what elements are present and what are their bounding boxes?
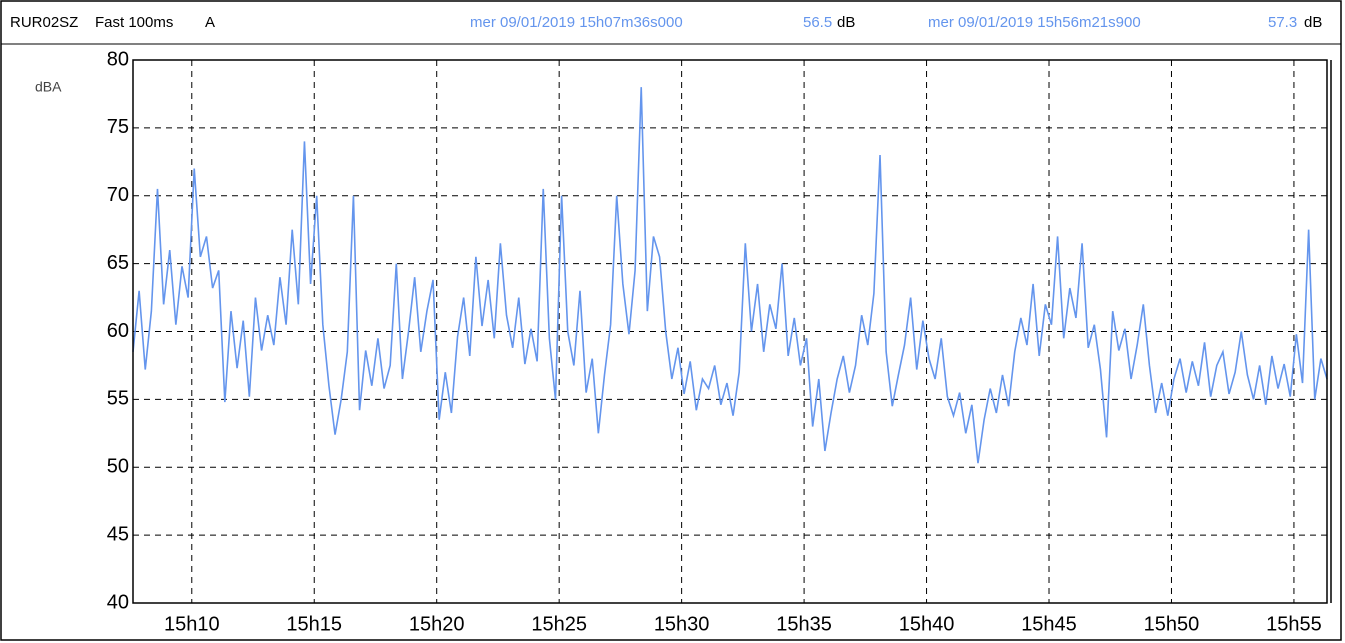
y-tick-label: 75 <box>107 116 129 138</box>
y-axis-label: dBA <box>35 79 62 95</box>
y-tick-label: 70 <box>107 184 129 206</box>
x-tick-label: 15h10 <box>164 613 220 635</box>
y-tick-label: 50 <box>107 456 129 478</box>
x-tick-label: 15h35 <box>776 613 832 635</box>
weighting: A <box>205 14 215 31</box>
x-tick-label: 15h50 <box>1144 613 1200 635</box>
y-tick-label: 40 <box>107 591 129 613</box>
y-tick-label: 65 <box>107 252 129 274</box>
x-tick-label: 15h40 <box>899 613 955 635</box>
y-tick-label: 45 <box>107 523 129 545</box>
x-tick-label: 15h25 <box>531 613 587 635</box>
x-tick-label: 15h45 <box>1021 613 1077 635</box>
x-tick-label: 15h55 <box>1266 613 1322 635</box>
x-tick-label: 15h15 <box>286 613 342 635</box>
x-tick-label: 15h30 <box>654 613 710 635</box>
cursor-unit: dB <box>1304 14 1322 31</box>
y-tick-label: 80 <box>107 48 129 70</box>
weighting-time: Fast 100ms <box>95 14 173 31</box>
x-tick-label: 15h20 <box>409 613 465 635</box>
y-tick-label: 55 <box>107 388 129 410</box>
cursor-unit: dB <box>837 14 855 31</box>
cursor-time: mer 09/01/2019 15h56m21s900 <box>928 14 1141 31</box>
series-line <box>132 87 1328 464</box>
instrument: RUR02SZ <box>10 14 78 31</box>
plot-border <box>132 59 1328 604</box>
cursor-value: 56.5 <box>803 14 832 31</box>
cursor-time: mer 09/01/2019 15h07m36s000 <box>470 14 683 31</box>
y-tick-label: 60 <box>107 320 129 342</box>
cursor-value: 57.3 <box>1268 14 1297 31</box>
